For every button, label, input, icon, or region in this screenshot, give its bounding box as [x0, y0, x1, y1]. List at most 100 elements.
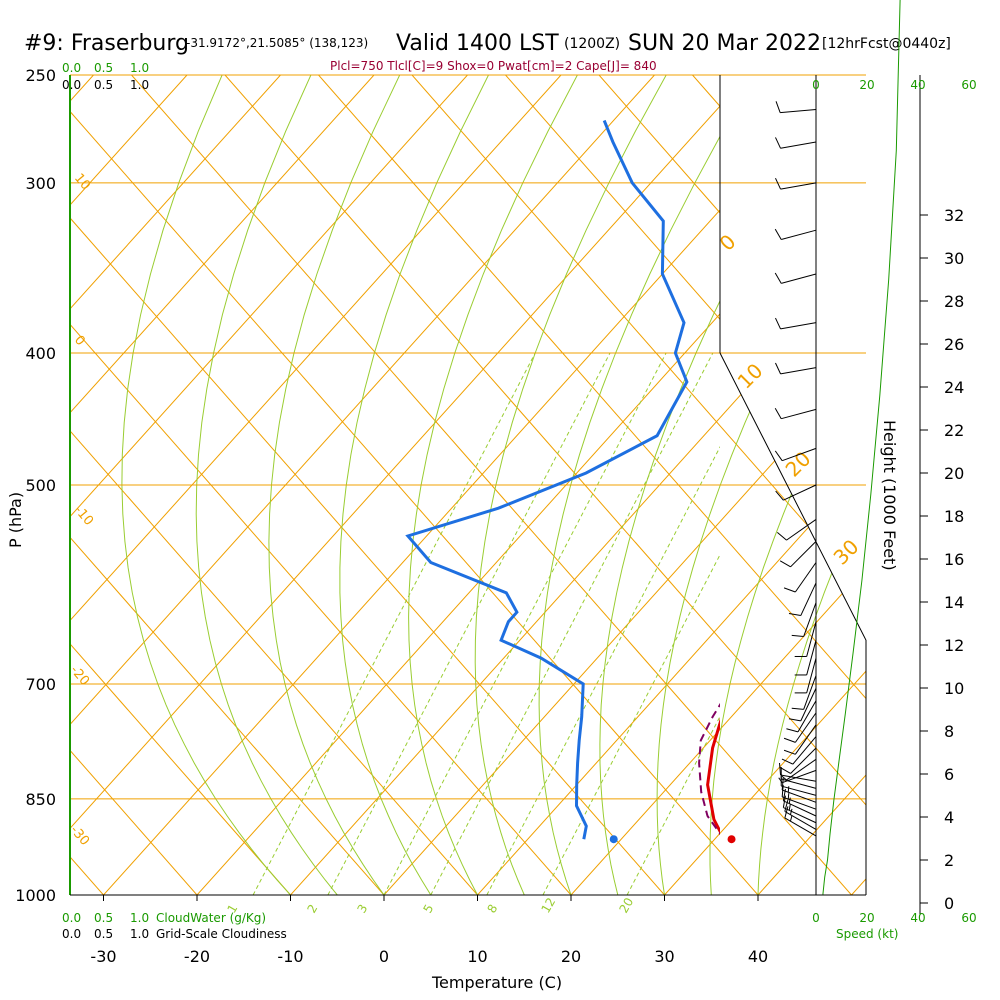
cloudiness-label: Grid-Scale Cloudiness [156, 927, 287, 941]
wind-barb-flag [788, 718, 801, 722]
wind-barb-flag [775, 317, 782, 330]
cloudwater-scale-bottom: 1.0 [130, 911, 149, 925]
dry-adiabat-label: 0 [71, 333, 88, 349]
wind-barb [780, 774, 817, 796]
station-title: #9: Fraserburg [24, 31, 189, 56]
wind-panel-boundary [719, 352, 867, 895]
dry-adiabat-label: -10 [71, 503, 96, 529]
wind-barb-staff [800, 688, 817, 722]
height-tick-label: 24 [944, 378, 964, 397]
wind-panel [774, 0, 901, 895]
isotherm-line [664, 75, 866, 895]
wind-barb-staff [780, 141, 817, 149]
speed-tick-bottom: 40 [910, 911, 925, 925]
wind-barb [775, 484, 817, 501]
wind-barb-flag [779, 762, 782, 776]
cloudwater-scale-top: 0.5 [94, 61, 113, 75]
wind-barb-staff [783, 484, 817, 501]
moist-adiabat-line [195, 75, 338, 895]
mixing-ratio-label: 5 [420, 902, 436, 916]
cloudwater-label: CloudWater (g/Kg) [156, 911, 266, 925]
wind-barb [781, 784, 817, 810]
pressure-tick-label: 400 [25, 344, 56, 363]
wind-barb-flag [788, 797, 791, 804]
wind-barb-flag [783, 587, 796, 593]
wind-barb-staff [792, 736, 817, 765]
height-tick-label: 14 [944, 593, 964, 612]
wind-barb-flag [779, 767, 791, 774]
pressure-tick-label: 700 [25, 675, 56, 694]
speed-tick-top: 0 [812, 78, 820, 92]
wind-barb [783, 724, 817, 755]
wind-barb-staff [800, 582, 817, 616]
wind-barb [782, 788, 817, 817]
sounding-profiles [405, 119, 720, 840]
stability-indices: Plcl=750 Tlcl[C]=9 Shox=0 Pwat[cm]=2 Cap… [330, 59, 657, 73]
x-tick-label: 40 [748, 947, 768, 966]
speed-tick-bottom: 60 [961, 911, 976, 925]
height-tick-label: 0 [944, 894, 954, 913]
cloudwater-scale-bottom: 0.5 [94, 911, 113, 925]
mixing-ratio-line [542, 553, 720, 895]
wind-barb-flag [789, 815, 793, 822]
cloudiness-scale-bottom: 0.0 [62, 927, 81, 941]
cloudwater-scale-top: 1.0 [130, 61, 149, 75]
axis-labels: -30 -20 -10 0 10 20 30 402503004005007008501000… [15, 61, 976, 966]
wind-barb [781, 758, 817, 781]
height-tick-label: 4 [944, 808, 954, 827]
wind-barb-staff [806, 621, 817, 657]
wind-barb [779, 541, 817, 568]
height-tick-label: 20 [944, 464, 964, 483]
dry-adiabat-line [598, 75, 866, 895]
wind-barb [791, 675, 817, 710]
wind-barb-staff [780, 322, 817, 330]
wind-barb [775, 362, 817, 375]
x-tick-label: -10 [277, 947, 303, 966]
moist-adiabat-line [599, 75, 845, 895]
pressure-tick-label: 250 [25, 66, 56, 85]
pressure-tick-label: 500 [25, 476, 56, 495]
moist-adiabat-line [709, 75, 866, 895]
wind-barb-flag [775, 137, 782, 149]
speed-tick-top: 20 [859, 78, 874, 92]
pressure-tick-label: 850 [25, 790, 56, 809]
forecast-date: SUN 20 Mar 2022 [628, 31, 821, 56]
wind-barb-staff [786, 758, 817, 781]
surface-dewpoint-dot [609, 835, 618, 844]
height-tick-label: 10 [944, 679, 964, 698]
height-tick-label: 2 [944, 851, 954, 870]
speed-tick-bottom: 0 [812, 911, 820, 925]
wind-barb-staff [794, 712, 817, 743]
moist-adiabat-line [538, 75, 756, 895]
mixing-ratio-label: 2 [304, 902, 320, 916]
wind-barb-flag [781, 758, 794, 765]
x-tick-label: 0 [379, 947, 389, 966]
cloudiness-scale-bottom: 0.5 [94, 927, 113, 941]
wind-barb-flag [774, 228, 782, 240]
moist-adiabat-line [474, 75, 667, 895]
dewpoint-profile-line [405, 119, 689, 840]
wind-barb-staff [782, 447, 817, 462]
wind-barb-staff [781, 273, 817, 284]
dry-adiabat-line [70, 75, 385, 895]
wind-barb-flag [774, 408, 782, 419]
x-tick-label: -20 [184, 947, 210, 966]
parcel-profile-line [698, 702, 720, 836]
x-tick-label: -30 [90, 947, 116, 966]
speed-tick-top: 40 [910, 78, 925, 92]
mixing-ratio-line [486, 445, 720, 895]
height-tick-label: 12 [944, 636, 964, 655]
wind-barb-staff [780, 774, 817, 782]
dry-adiabat-line [0, 75, 10, 895]
wind-barb [788, 582, 817, 617]
wind-barb [794, 640, 817, 676]
dry-adiabat-line [70, 75, 291, 895]
wind-barb-staff [781, 408, 817, 420]
wind-barb [774, 228, 817, 240]
wind-barb-staff [780, 182, 817, 190]
wind-barb-flag [781, 775, 787, 781]
wind-barb-flag [775, 362, 782, 375]
wind-barb [783, 712, 817, 743]
cloudwater-scale-top: 0.0 [62, 61, 81, 75]
height-tick-label: 6 [944, 765, 954, 784]
